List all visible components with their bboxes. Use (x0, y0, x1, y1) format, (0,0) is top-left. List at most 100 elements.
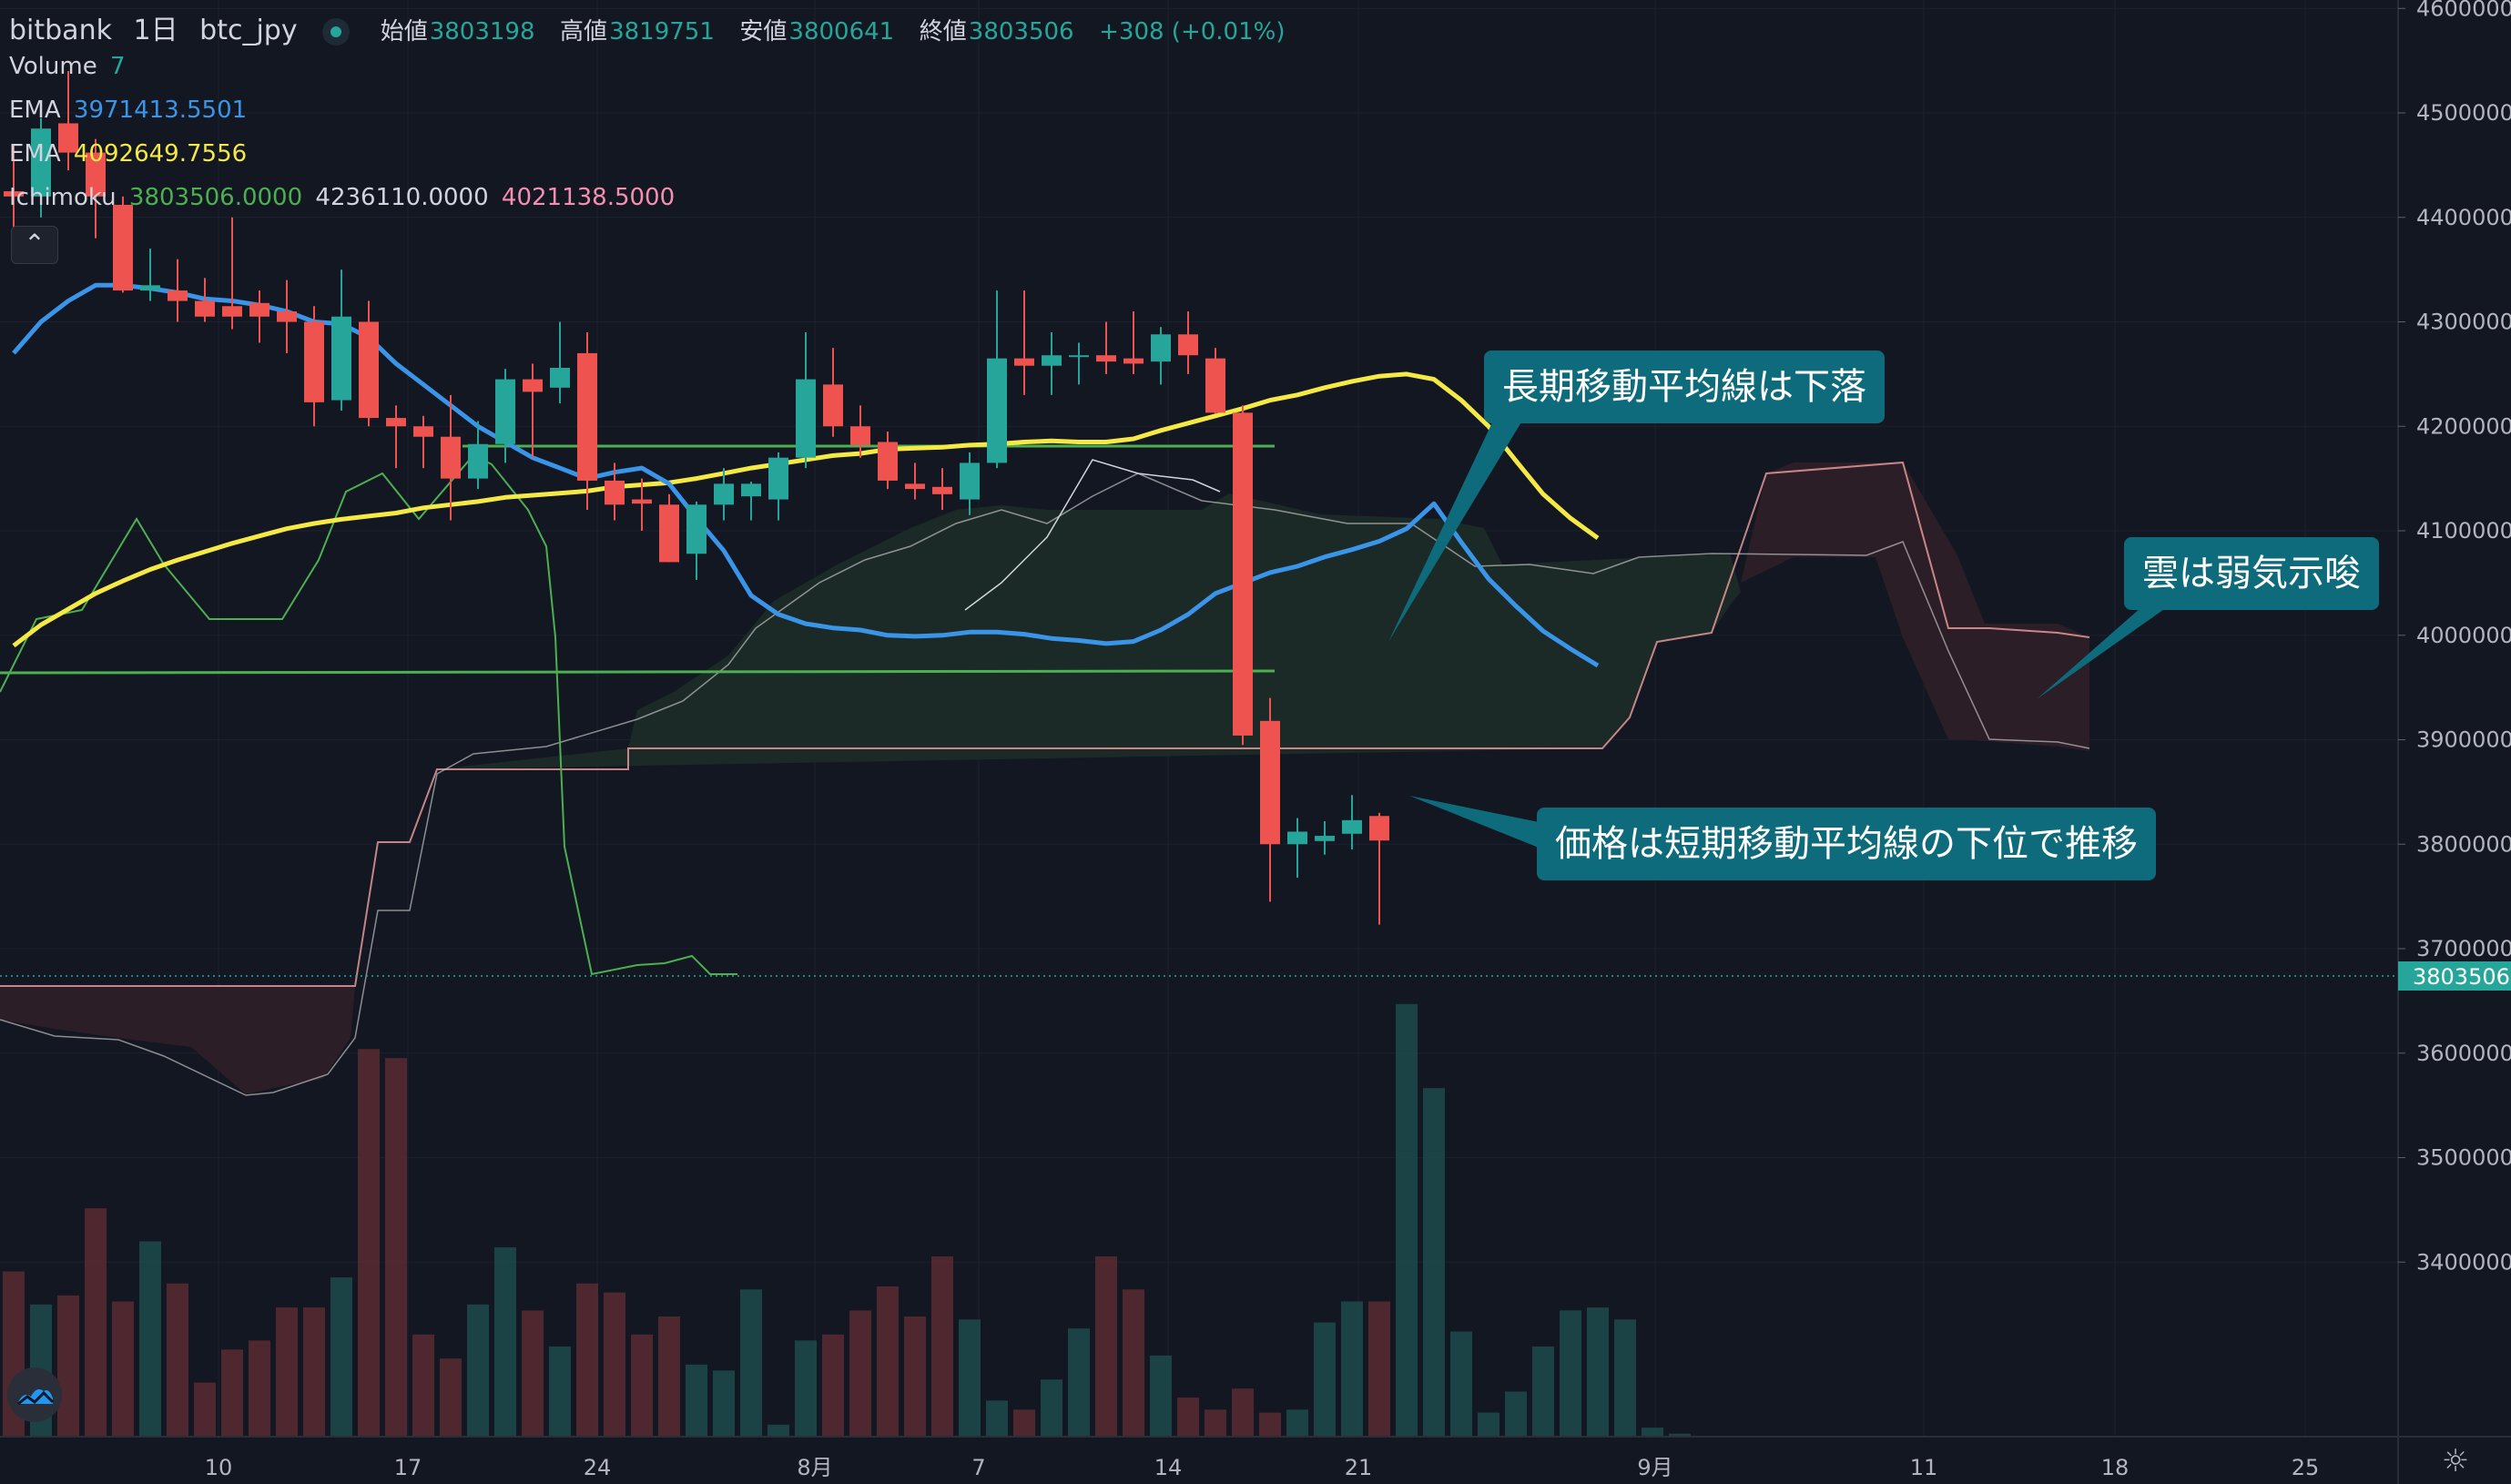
volume-bar (713, 1370, 735, 1437)
price-tick-label: 3700000 (2416, 936, 2511, 961)
volume-bar (1423, 1088, 1445, 1437)
span-b-line (0, 461, 2090, 987)
annotation-arrows (1388, 421, 2176, 851)
candle-body (1260, 720, 1280, 845)
volume-bar (549, 1347, 571, 1437)
ema-long-legend[interactable]: EMA 4092649.7556 (9, 140, 252, 168)
callout-long-ma: 長期移動平均線は下落 (1484, 351, 1885, 423)
volume-bar (1095, 1256, 1117, 1437)
callout-arrow-cloud (2037, 601, 2176, 699)
high-label: 高値 (560, 18, 608, 46)
tradingview-logo[interactable] (7, 1367, 62, 1422)
volume-bar (1314, 1322, 1336, 1437)
volume-bar (1041, 1379, 1062, 1437)
ema-short-line (12, 282, 1600, 668)
candle-body (1315, 836, 1335, 841)
volume-bar (631, 1334, 653, 1437)
candle-body (277, 311, 297, 322)
volume-bar (822, 1334, 844, 1437)
volume-value: 7 (109, 53, 126, 80)
candle-body (195, 300, 215, 317)
cloud-bullish-area (437, 493, 1741, 769)
price-tick-label: 4600000 (2416, 0, 2511, 21)
volume-bar (959, 1319, 981, 1437)
candle-body (249, 302, 269, 317)
candle-body (878, 442, 898, 481)
volume-bar (467, 1304, 489, 1437)
volume-bar (57, 1295, 79, 1437)
volume-bar (986, 1400, 1008, 1437)
candle-body (1369, 816, 1389, 841)
candle-body (1287, 831, 1307, 845)
volume-bar (904, 1316, 926, 1437)
volume-bar (1560, 1310, 1581, 1437)
volume-bar (1068, 1328, 1090, 1437)
candle-body (850, 426, 870, 445)
price-axis[interactable]: 4700000460000045000004400000430000042000… (2397, 0, 2511, 1484)
candle-body (468, 443, 488, 479)
candle-body (987, 358, 1007, 463)
time-tick-label: 18 (2101, 1455, 2130, 1480)
volume-bar (1286, 1409, 1308, 1437)
candle-body (140, 285, 160, 291)
volume-bar (1259, 1412, 1281, 1437)
candle-body (550, 367, 570, 388)
candle-body (605, 480, 625, 505)
price-tick-label: 4400000 (2416, 205, 2511, 230)
ema-short-legend[interactable]: EMA 3971413.5501 (9, 97, 252, 124)
ichimoku-label: Ichimoku (9, 184, 117, 211)
volume-bar (112, 1301, 134, 1437)
candle-body (386, 418, 406, 427)
candle-body (523, 379, 543, 392)
close-label: 終値 (919, 18, 967, 46)
candle-body (495, 379, 515, 444)
time-tick-label: 7 (971, 1455, 985, 1480)
collapse-legend-button[interactable]: ⌃ (11, 226, 58, 264)
price-tick-label: 3600000 (2416, 1041, 2511, 1066)
ichimoku-span-b-value: 4021138.5000 (501, 184, 676, 211)
price-tick-label: 3900000 (2416, 727, 2511, 753)
time-tick-label: 21 (1345, 1455, 1373, 1480)
time-tick-label: 11 (1910, 1455, 1938, 1480)
price-tick-label: 3800000 (2416, 831, 2511, 857)
candle-body (222, 306, 242, 317)
candle-body (577, 352, 597, 481)
pair-label[interactable]: btc_jpy (199, 15, 298, 46)
support-line (0, 669, 1276, 675)
last-price-tag (2398, 961, 2511, 991)
volume-bar (303, 1307, 325, 1437)
candle-body (331, 316, 351, 401)
time-axis[interactable]: 10 17 24 8月 7 14 21 9月 11 18 25 (0, 1436, 2511, 1480)
candle-body (113, 204, 133, 291)
ichimoku-chikou-value: 3803506.0000 (128, 184, 303, 211)
volume-bar (658, 1316, 680, 1437)
volume-bar (1013, 1409, 1035, 1437)
candle-body (413, 426, 433, 437)
interval-label[interactable]: 1日 (133, 15, 178, 46)
ichimoku-legend[interactable]: Ichimoku 3803506.0000 4236110.0000 40211… (9, 184, 680, 211)
volume-bar (1532, 1347, 1554, 1437)
volume-bar (1669, 1433, 1691, 1437)
candle-body (168, 290, 188, 301)
volume-bar (276, 1307, 298, 1437)
market-status-icon (322, 17, 351, 46)
volume-bar (249, 1340, 270, 1437)
time-tick-label: 24 (584, 1455, 612, 1480)
volume-bar (604, 1292, 625, 1437)
time-tick-label: 8月 (797, 1455, 832, 1480)
volume-bar (1368, 1301, 1390, 1437)
volume-bar (440, 1358, 462, 1437)
gear-icon[interactable]: ☼ (2441, 1443, 2470, 1479)
volume-bar (931, 1256, 953, 1437)
callout-price: 価格は短期移動平均線の下位で推移 (1537, 808, 2156, 880)
low-value: 3800641 (788, 18, 895, 46)
candle-body (659, 504, 679, 563)
volume-bar (1450, 1331, 1472, 1437)
time-tick-label: 14 (1154, 1455, 1183, 1480)
volume-bar (358, 1049, 380, 1437)
candle-body (1342, 819, 1362, 834)
volume-bar (1177, 1398, 1199, 1437)
volume-legend[interactable]: Volume 7 (9, 53, 131, 80)
volume-bar (1341, 1301, 1363, 1437)
